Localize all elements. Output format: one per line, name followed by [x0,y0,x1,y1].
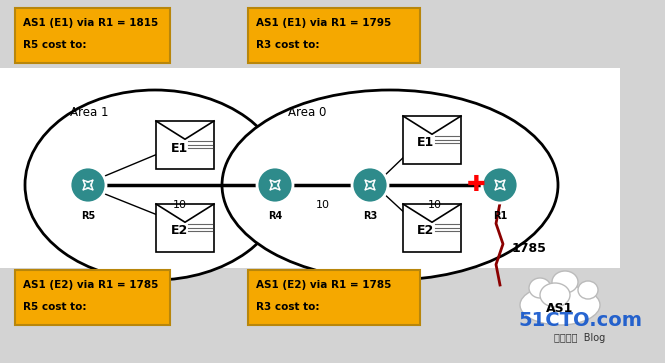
Text: E1: E1 [170,142,188,155]
FancyBboxPatch shape [248,270,420,325]
Text: E2: E2 [170,224,188,237]
FancyBboxPatch shape [248,8,420,63]
Ellipse shape [552,271,578,293]
Text: AS1 (E1) via R1 = 1795: AS1 (E1) via R1 = 1795 [256,19,391,28]
Text: AS1 (E1) via R1 = 1815: AS1 (E1) via R1 = 1815 [23,19,158,28]
Text: 1785: 1785 [512,241,547,254]
Ellipse shape [222,90,558,280]
FancyBboxPatch shape [15,8,170,63]
Text: R3 cost to:: R3 cost to: [256,302,319,313]
Ellipse shape [520,285,600,325]
Ellipse shape [540,283,570,307]
Text: R1: R1 [493,211,507,221]
Ellipse shape [25,90,285,280]
Text: Area 1: Area 1 [70,106,108,118]
Text: R3: R3 [363,211,377,221]
Text: 技术博客  Blog: 技术博客 Blog [555,333,606,343]
FancyBboxPatch shape [156,121,214,169]
FancyBboxPatch shape [15,270,170,325]
Text: R5 cost to:: R5 cost to: [23,302,86,313]
Text: ✚: ✚ [467,175,485,195]
Circle shape [482,167,518,203]
FancyBboxPatch shape [0,68,620,268]
FancyBboxPatch shape [156,204,214,252]
Ellipse shape [529,278,551,298]
Text: AS1 (E2) via R1 = 1785: AS1 (E2) via R1 = 1785 [23,280,158,290]
Text: Area 0: Area 0 [288,106,327,118]
Text: R3 cost to:: R3 cost to: [256,40,319,50]
Circle shape [257,167,293,203]
Text: E2: E2 [418,224,435,237]
Text: 10: 10 [316,200,330,210]
Text: 10: 10 [428,200,442,210]
Ellipse shape [578,281,598,299]
Circle shape [70,167,106,203]
Text: R5: R5 [81,211,95,221]
Circle shape [352,167,388,203]
Text: 51CTO.com: 51CTO.com [518,310,642,330]
Text: AS1 (E2) via R1 = 1785: AS1 (E2) via R1 = 1785 [256,280,392,290]
Text: E1: E1 [418,136,435,150]
Text: R4: R4 [268,211,282,221]
FancyBboxPatch shape [403,116,461,164]
Text: AS1: AS1 [547,302,574,314]
Text: R5 cost to:: R5 cost to: [23,40,86,50]
FancyBboxPatch shape [403,204,461,252]
Text: 10: 10 [173,200,187,210]
